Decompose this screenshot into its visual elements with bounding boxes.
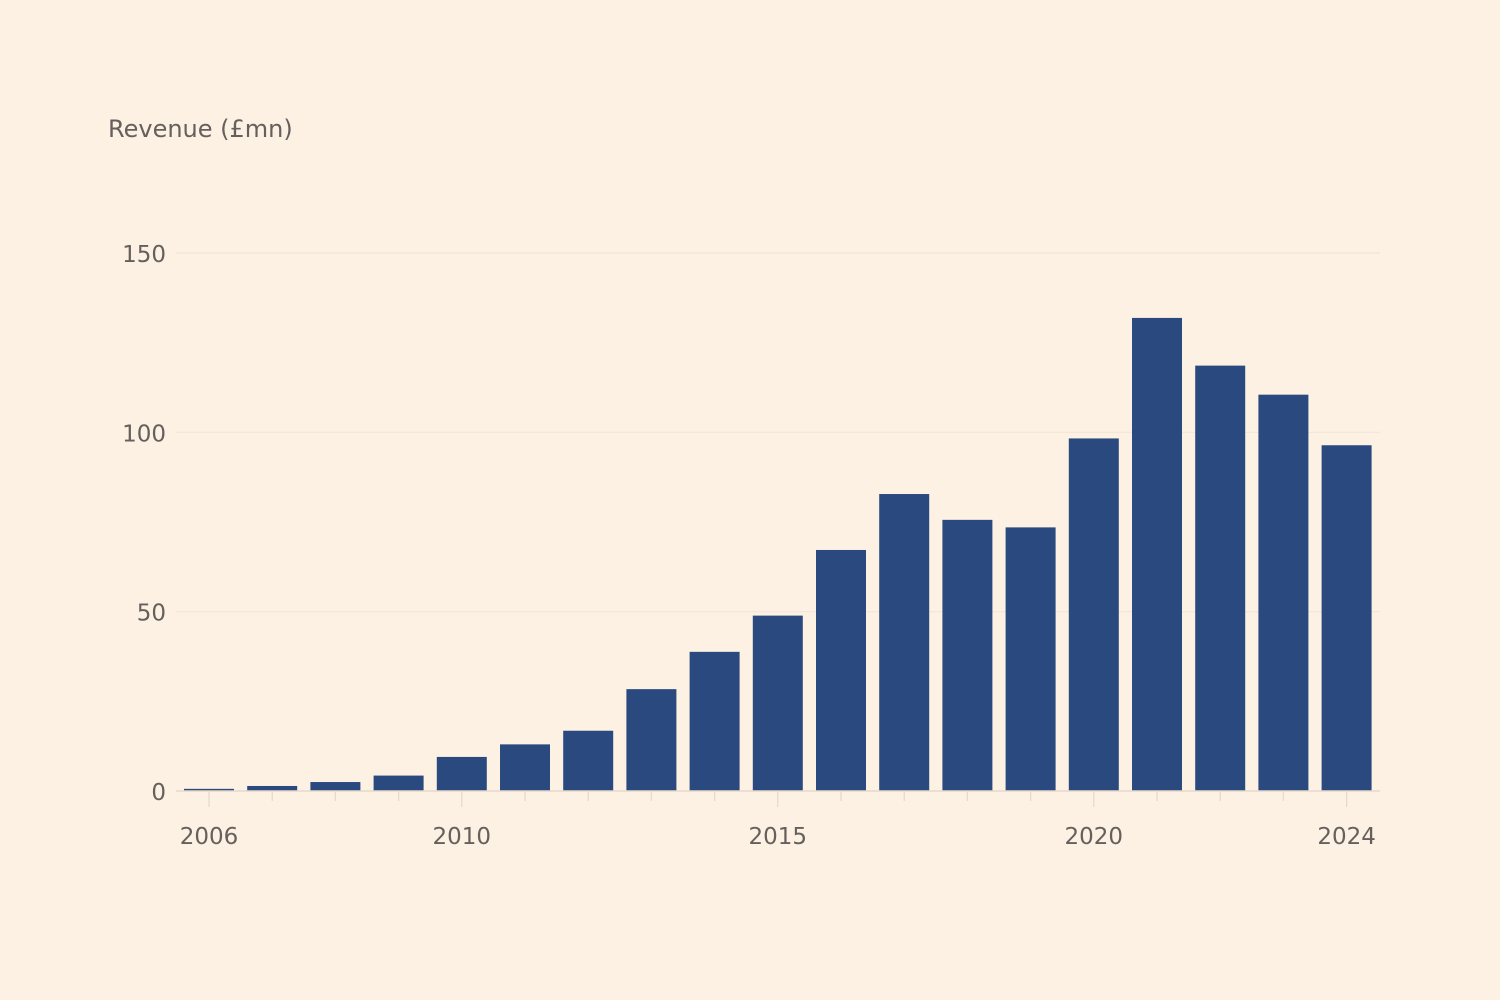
bar-2011 xyxy=(500,744,550,791)
y-tick-label-100: 100 xyxy=(122,421,166,447)
y-tick-label-50: 50 xyxy=(137,601,166,627)
x-tick-label-2006: 2006 xyxy=(180,824,239,850)
bar-2023 xyxy=(1258,394,1309,791)
x-tick-label-2024: 2024 xyxy=(1317,824,1376,850)
y-axis-title: Revenue (£mn) xyxy=(108,115,293,143)
bar-2019 xyxy=(1005,527,1056,791)
x-tick-label-2015: 2015 xyxy=(749,824,808,850)
y-axis-ticks: 0 50 100 150 xyxy=(122,242,166,806)
y-tick-label-150: 150 xyxy=(122,242,166,268)
bar-2024 xyxy=(1321,445,1372,791)
bar-2016 xyxy=(816,549,866,791)
x-axis-ticks: 2006 2010 2015 2020 2024 xyxy=(180,791,1376,850)
bars xyxy=(176,317,1380,792)
bar-2009 xyxy=(373,775,424,791)
bar-2018 xyxy=(942,519,993,791)
bar-2015 xyxy=(752,615,803,791)
x-tick-label-2010: 2010 xyxy=(433,824,492,850)
bar-2017 xyxy=(879,494,930,791)
bar-2007 xyxy=(247,785,298,791)
bar-2012 xyxy=(563,730,614,791)
bar-2021 xyxy=(1132,317,1182,791)
bar-2008 xyxy=(310,782,361,791)
bar-2010 xyxy=(436,756,487,791)
bar-2022 xyxy=(1195,365,1246,791)
bar-2020 xyxy=(1068,438,1119,791)
bar-2014 xyxy=(689,651,740,791)
y-tick-label-0: 0 xyxy=(151,780,166,806)
x-tick-label-2020: 2020 xyxy=(1065,824,1124,850)
bar-2006 xyxy=(184,788,234,791)
bar-2013 xyxy=(626,689,677,791)
